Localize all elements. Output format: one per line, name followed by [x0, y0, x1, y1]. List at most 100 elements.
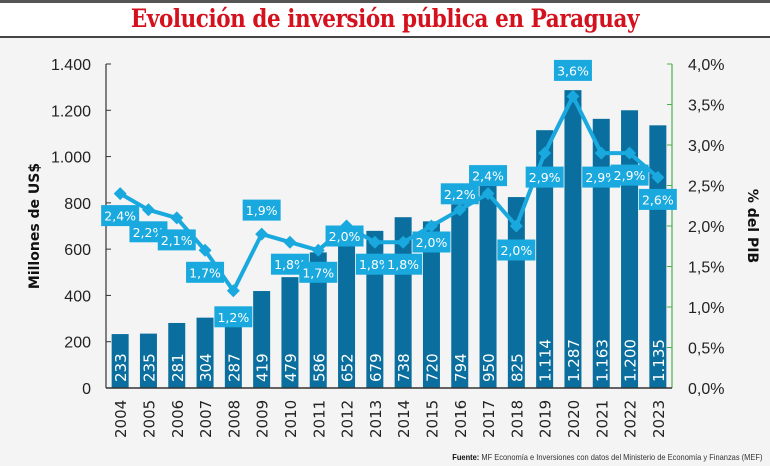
x-tick-label: 2021 — [593, 400, 611, 438]
bar-2008 — [224, 321, 242, 388]
y-tick-label-left: 400 — [64, 288, 91, 305]
x-tick-label: 2014 — [395, 400, 413, 438]
pib-value-label: 3,6% — [557, 63, 589, 78]
y-tick-label-left: 1.000 — [51, 150, 91, 167]
y-tick-label-right: 3,0% — [688, 138, 724, 155]
x-tick-label: 2011 — [310, 400, 328, 438]
pib-point-marker — [141, 203, 155, 217]
bar-value-label: 235 — [140, 353, 158, 382]
pib-value-label: 1,7% — [302, 265, 334, 280]
pib-line — [119, 94, 660, 293]
x-tick-label: 2017 — [480, 400, 498, 438]
pib-label-box — [214, 306, 253, 328]
pib-point-marker — [566, 89, 580, 103]
bar-value-label: 1.287 — [565, 339, 583, 382]
bar-2015 — [422, 221, 440, 388]
source-text: MF Economía e Inversiones con datos del … — [480, 452, 762, 462]
bar-value-label: 304 — [197, 353, 215, 382]
pib-label-box — [384, 253, 423, 275]
bar-2017 — [479, 168, 497, 388]
y-tick-label-left: 1.200 — [51, 103, 91, 120]
top-rule — [0, 0, 770, 3]
bar-2019 — [536, 130, 554, 388]
x-tick-label: 2020 — [565, 400, 583, 438]
pib-point-marker — [509, 219, 523, 233]
y-tick-label-left: 200 — [64, 335, 91, 352]
bar-value-label: 233 — [112, 353, 130, 382]
x-tick-label: 2013 — [367, 400, 385, 438]
pib-value-label: 2,0% — [416, 235, 448, 250]
bar-value-label: 1.163 — [593, 339, 611, 382]
pib-point-marker — [255, 227, 269, 241]
pib-label-box — [553, 59, 592, 81]
pib-label-box — [497, 239, 536, 261]
x-tick-label: 2015 — [423, 400, 441, 438]
x-tick-label: 2005 — [140, 400, 158, 438]
bar-2006 — [168, 322, 186, 388]
bar-2016 — [451, 204, 469, 388]
bar-value-label: 950 — [480, 353, 498, 382]
bar-value-label: 1.135 — [650, 339, 668, 382]
y-tick-label-left: 0 — [82, 381, 91, 398]
pib-value-label: 2,6% — [642, 192, 674, 207]
bar-value-label: 586 — [310, 353, 328, 382]
bar-value-label: 825 — [508, 353, 526, 382]
pib-value-label: 2,0% — [500, 243, 532, 258]
bar-value-label: 479 — [282, 353, 300, 382]
x-tick-label: 2010 — [282, 400, 300, 438]
pib-value-label: 1,8% — [359, 257, 391, 272]
bar-2007 — [196, 317, 214, 388]
y-tick-label-right: 1,0% — [688, 300, 724, 317]
bars-layer: 233 235 281 304 287 419 479 586 652 679 738 720 794 9… — [111, 90, 668, 389]
y-tick-label-left: 800 — [64, 196, 91, 213]
pib-value-label: 2,4% — [472, 169, 504, 184]
pib-value-label: 2,2% — [444, 187, 476, 202]
x-tick-label: 2007 — [197, 400, 215, 438]
pib-point-marker — [453, 203, 467, 217]
pib-point-marker — [226, 284, 240, 298]
x-tick-label: 2008 — [225, 400, 243, 438]
pib-point-marker — [113, 187, 127, 201]
bar-value-label: 720 — [423, 353, 441, 382]
pib-value-label: 2,0% — [329, 229, 361, 244]
title-background — [0, 0, 770, 37]
x-tick-label: 2018 — [508, 400, 526, 438]
pib-point-marker — [594, 146, 608, 160]
bar-value-label: 652 — [339, 353, 357, 382]
bar-2011 — [309, 252, 327, 388]
x-tick-label: 2004 — [112, 400, 130, 438]
y-axis-label-right: % del PIB — [744, 189, 760, 263]
y-tick-label-right: 2,5% — [688, 179, 724, 196]
pib-label-box — [412, 231, 451, 253]
pib-label-box — [610, 164, 649, 186]
y-tick-label-left: 1.400 — [51, 57, 91, 74]
pib-point-marker — [368, 235, 382, 249]
pib-label-box — [242, 199, 281, 221]
pib-value-label: 1,9% — [246, 203, 278, 218]
bar-value-label: 1.114 — [537, 339, 555, 382]
y-tick-label-right: 2,0% — [688, 219, 724, 236]
x-tick-label: 2012 — [339, 400, 357, 438]
bar-2010 — [281, 277, 299, 388]
x-tick-label: 2016 — [452, 400, 470, 438]
x-tick-label: 2022 — [622, 400, 640, 438]
source-label: Fuente: — [451, 452, 479, 462]
chart-title: Evolución de inversión pública en Paragu… — [130, 4, 640, 33]
pib-value-label: 2,9% — [585, 170, 617, 185]
bar-value-label: 794 — [452, 353, 470, 382]
pib-label-box — [157, 229, 196, 251]
pib-label-box — [186, 261, 225, 283]
pib-point-marker — [424, 219, 438, 233]
pib-value-label: 2,2% — [133, 225, 165, 240]
pib-value-label: 2,4% — [104, 209, 136, 224]
x-tick-label: 2006 — [169, 400, 187, 438]
bar-value-label: 679 — [367, 353, 385, 382]
pib-label-box — [101, 205, 140, 227]
y-tick-label-right: 1,5% — [688, 260, 724, 277]
y-tick-label-right: 3,5% — [688, 98, 724, 115]
pib-point-marker — [170, 211, 184, 225]
pib-point-marker — [481, 187, 495, 201]
source-note: Fuente: MF Economía e Inversiones con da… — [452, 452, 762, 462]
pib-label-box — [525, 166, 564, 188]
